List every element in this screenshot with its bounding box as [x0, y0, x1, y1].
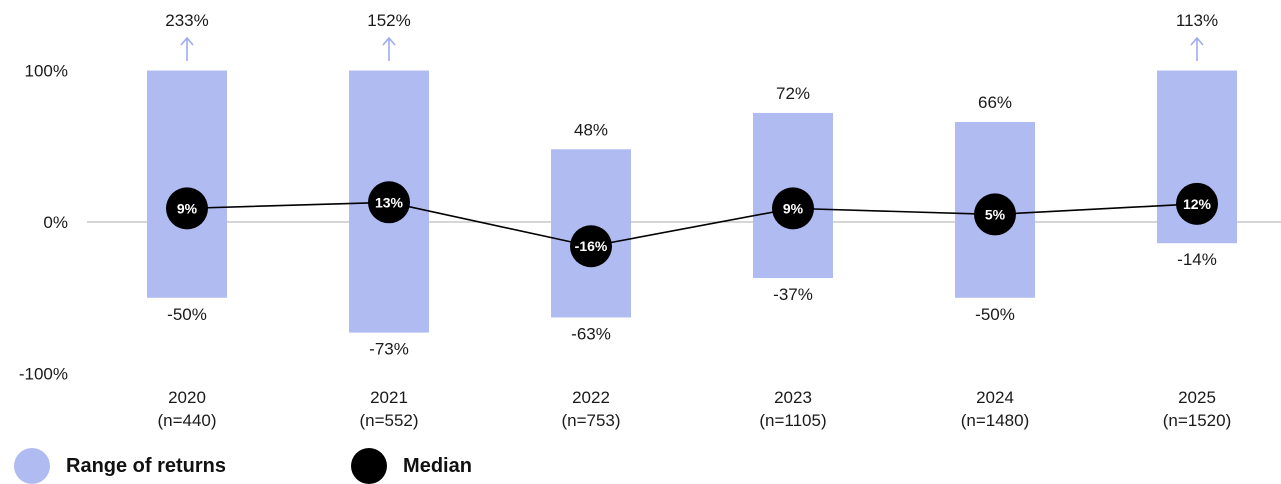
median-marker [1176, 182, 1218, 225]
y-tick-label: -100% [19, 365, 68, 384]
x-category-label: 2024 [976, 388, 1014, 407]
x-sample-size-label: (n=1480) [961, 411, 1030, 430]
median-marker [974, 193, 1016, 236]
median-value-label: 9% [177, 200, 198, 216]
low-value-label: -50% [975, 305, 1015, 324]
legend-label-median: Median [403, 454, 472, 477]
median-value-label: 12% [1183, 196, 1212, 212]
x-sample-size-label: (n=753) [561, 411, 620, 430]
overflow-arrowhead-icon [382, 36, 396, 46]
median-marker [772, 187, 814, 230]
x-category-label: 2025 [1178, 388, 1216, 407]
high-value-label: 66% [978, 93, 1012, 112]
median-value-label: 9% [783, 200, 804, 216]
x-category-label: 2021 [370, 388, 408, 407]
high-value-label: 48% [574, 120, 608, 139]
median-line [186, 201, 1198, 248]
x-sample-size-label: (n=440) [157, 411, 216, 430]
low-value-label: -37% [773, 285, 813, 304]
median-value-label: 5% [985, 206, 1006, 222]
median-marker [166, 187, 208, 230]
high-value-label: 233% [165, 11, 208, 30]
median-value-label: -16% [575, 238, 608, 254]
overflow-arrowhead-icon [180, 36, 194, 46]
x-sample-size-label: (n=1105) [759, 411, 826, 430]
legend-item-median: Median [351, 448, 472, 484]
low-value-label: -50% [167, 305, 207, 324]
high-value-label: 113% [1176, 11, 1218, 30]
y-tick-label: 100% [25, 62, 68, 81]
median-marker [570, 225, 612, 268]
low-value-label: -63% [571, 324, 611, 343]
overflow-arrowhead-icon [1190, 36, 1204, 46]
x-category-label: 2022 [572, 388, 610, 407]
y-tick-label: 0% [43, 213, 68, 232]
low-value-label: -73% [369, 340, 409, 359]
x-sample-size-label: (n=1520) [1163, 411, 1232, 430]
legend-item-range: Range of returns [14, 448, 226, 484]
median-value-label: 13% [375, 194, 404, 210]
x-category-label: 2020 [168, 388, 206, 407]
legend-swatch-range [14, 448, 50, 484]
returns-range-chart: 100% 0% -100% 233% 152% 48% 72% 66% 113% -50% -73%… [19, 11, 1281, 430]
legend-label-range: Range of returns [66, 454, 227, 477]
median-marker [368, 181, 410, 224]
legend-swatch-median [351, 448, 388, 484]
high-value-label: 72% [776, 84, 810, 103]
x-category-label: 2023 [774, 388, 812, 407]
x-sample-size-label: (n=552) [359, 411, 418, 430]
range-bar [147, 70, 227, 298]
high-value-label: 152% [367, 11, 410, 30]
legend: Range of returns Median [14, 448, 597, 484]
low-value-label: -14% [1177, 250, 1217, 269]
